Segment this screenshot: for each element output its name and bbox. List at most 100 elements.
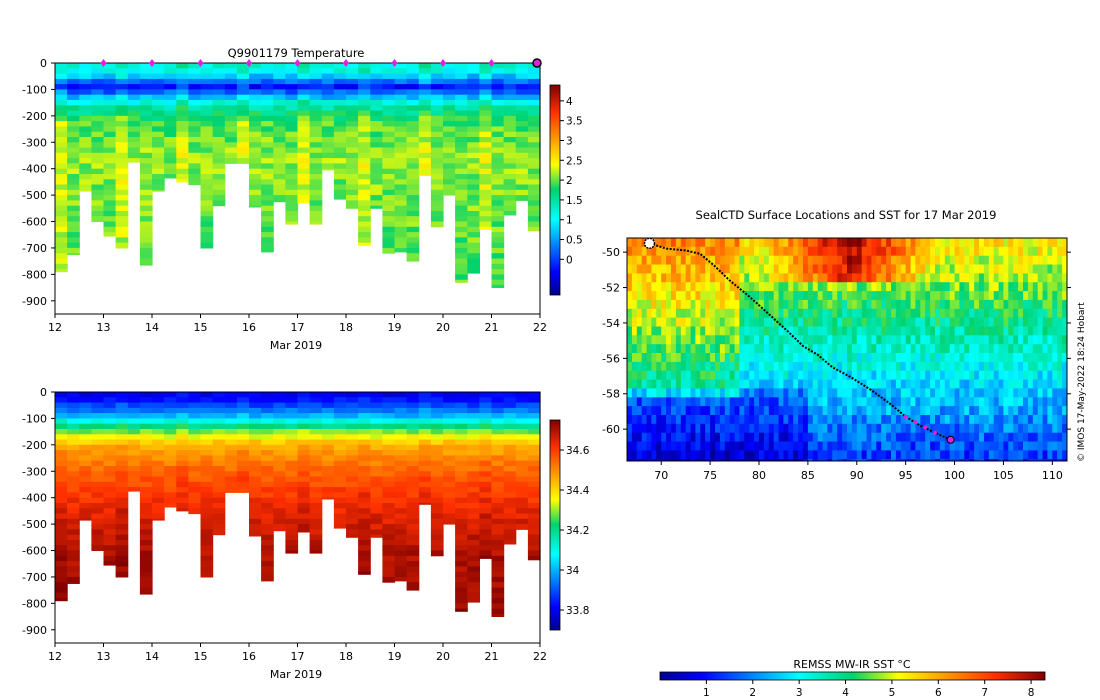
heatmap-cell bbox=[285, 460, 299, 467]
sst-cell bbox=[641, 282, 648, 292]
sst-cell bbox=[1062, 326, 1067, 336]
sst-cell bbox=[1013, 299, 1019, 310]
sst-cell bbox=[651, 397, 657, 407]
sst-cell bbox=[856, 397, 863, 407]
sst-cell bbox=[935, 432, 941, 443]
heatmap-cell bbox=[346, 189, 359, 196]
sst-cell bbox=[636, 264, 643, 274]
heatmap-cell bbox=[382, 94, 396, 101]
heatmap-cell bbox=[139, 232, 153, 238]
heatmap-cell bbox=[139, 237, 153, 244]
heatmap-cell bbox=[394, 137, 408, 143]
heatmap-cell bbox=[67, 205, 80, 212]
heatmap-cell bbox=[67, 392, 80, 398]
heatmap-cell bbox=[152, 73, 165, 80]
heatmap-cell bbox=[527, 94, 541, 101]
heatmap-cell bbox=[249, 524, 262, 530]
sst-cell bbox=[939, 379, 946, 389]
sst-cell bbox=[788, 406, 794, 416]
sst-cell bbox=[925, 450, 931, 460]
sst-cell bbox=[822, 246, 829, 257]
heatmap-cell bbox=[67, 110, 80, 117]
sst-cell bbox=[812, 388, 819, 398]
sst-cell bbox=[1062, 353, 1067, 363]
heatmap-cell bbox=[139, 455, 153, 462]
heatmap-cell bbox=[261, 529, 274, 536]
heatmap-cell bbox=[55, 550, 68, 557]
heatmap-cell bbox=[358, 407, 371, 414]
heatmap-cell bbox=[333, 434, 347, 441]
sst-cell bbox=[886, 379, 892, 389]
sst-cell bbox=[851, 246, 858, 257]
heatmap-cell bbox=[382, 147, 396, 154]
sst-cell bbox=[920, 406, 926, 416]
heatmap-cell bbox=[346, 174, 359, 180]
sst-cell bbox=[1037, 415, 1044, 425]
sst-cell bbox=[993, 291, 1000, 301]
heatmap-cell bbox=[515, 487, 529, 493]
sst-cell bbox=[1042, 361, 1049, 372]
heatmap-cell bbox=[321, 444, 335, 451]
heatmap-cell bbox=[224, 152, 238, 159]
sst-cell bbox=[847, 379, 853, 389]
sst-cell bbox=[905, 423, 912, 434]
sst-cell bbox=[759, 406, 765, 416]
heatmap-cell bbox=[297, 444, 311, 451]
heatmap-cell bbox=[115, 540, 129, 546]
heatmap-cell bbox=[333, 455, 347, 462]
sst-cell bbox=[993, 379, 1000, 389]
sst-cell bbox=[983, 273, 990, 283]
sst-cell bbox=[876, 397, 882, 407]
heatmap-cell bbox=[236, 466, 250, 472]
heatmap-cell bbox=[55, 131, 68, 138]
sst-cell bbox=[817, 415, 824, 425]
heatmap-cell bbox=[139, 115, 153, 122]
heatmap-cell bbox=[200, 434, 214, 441]
heatmap-cell bbox=[236, 78, 250, 85]
sst-cell bbox=[964, 379, 970, 389]
sst-cell bbox=[993, 361, 1000, 372]
sst-cell bbox=[671, 370, 677, 381]
heatmap-cell bbox=[527, 518, 541, 525]
heatmap-cell bbox=[297, 163, 311, 170]
heatmap-cell bbox=[503, 63, 517, 69]
heatmap-cell bbox=[346, 137, 359, 143]
sst-cell bbox=[881, 423, 887, 434]
sst-cell bbox=[773, 255, 780, 266]
sst-cell bbox=[680, 255, 687, 266]
sst-cell bbox=[861, 246, 868, 257]
sst-cell bbox=[871, 441, 877, 451]
sst-cell bbox=[1057, 299, 1063, 310]
heatmap-cell bbox=[115, 147, 129, 154]
sst-cell bbox=[842, 317, 848, 327]
heatmap-cell bbox=[164, 392, 177, 398]
heatmap-cell bbox=[491, 189, 505, 196]
sst-cell bbox=[1003, 423, 1009, 434]
heatmap-cell bbox=[491, 195, 505, 201]
heatmap-cell bbox=[358, 571, 371, 575]
heatmap-cell bbox=[382, 242, 396, 249]
sst-cell bbox=[939, 273, 946, 283]
sst-cell bbox=[803, 344, 809, 354]
sst-cell bbox=[944, 282, 951, 292]
sst-cell bbox=[895, 441, 902, 451]
heatmap-cell bbox=[467, 476, 480, 483]
sst-cell bbox=[1052, 388, 1058, 398]
heatmap-cell bbox=[382, 211, 396, 217]
heatmap-cell bbox=[139, 540, 153, 546]
sst-cell bbox=[729, 299, 736, 310]
heatmap-cell bbox=[527, 466, 541, 472]
heatmap-cell bbox=[406, 423, 420, 430]
heatmap-cell bbox=[394, 434, 408, 441]
sst-cell bbox=[695, 273, 701, 283]
heatmap-cell bbox=[261, 566, 274, 573]
lon-tick-label: 75 bbox=[703, 469, 717, 482]
sst-cell bbox=[1037, 459, 1044, 461]
sst-cell bbox=[700, 326, 706, 336]
heatmap-cell bbox=[152, 121, 165, 127]
sst-cell bbox=[949, 397, 956, 407]
heatmap-cell bbox=[164, 63, 177, 69]
heatmap-cell bbox=[297, 508, 311, 515]
heatmap-cell bbox=[127, 450, 141, 456]
heatmap-cell bbox=[115, 529, 129, 536]
